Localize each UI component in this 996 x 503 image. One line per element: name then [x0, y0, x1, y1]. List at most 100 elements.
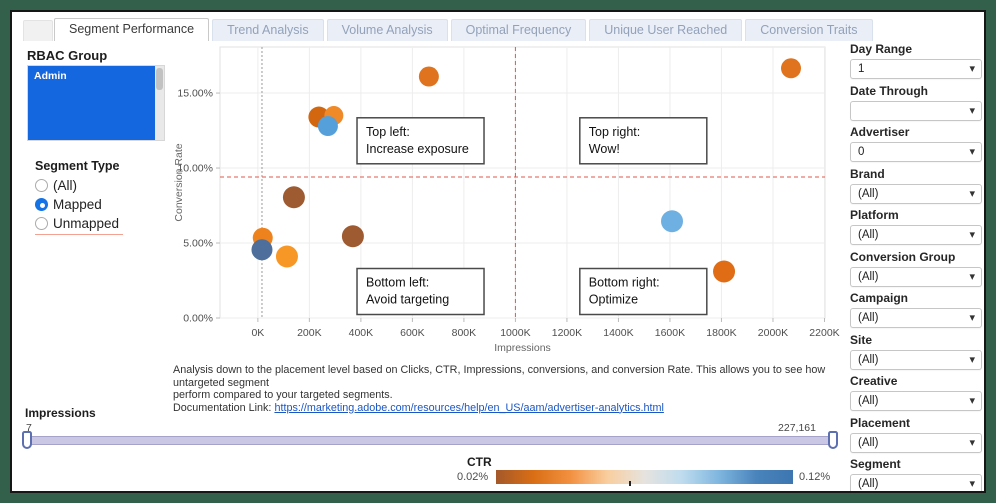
rbac-group-list: Admin	[27, 65, 165, 141]
scatter-point[interactable]	[341, 225, 364, 248]
ctr-gradient-bar	[496, 470, 793, 484]
annotation-text: Top right:	[589, 125, 640, 139]
filter-group-conversion-group: Conversion Group (All)	[850, 250, 982, 287]
tab-optimal-frequency[interactable]: Optimal Frequency	[450, 19, 587, 41]
caption-line-2: perform compared to your targeted segmen…	[173, 389, 393, 401]
scatter-point[interactable]	[251, 239, 273, 261]
annotation-text: Increase exposure	[366, 142, 469, 156]
filter-group-campaign: Campaign (All)	[850, 291, 982, 328]
scatter-point[interactable]	[418, 66, 439, 87]
rbac-scrollbar[interactable]	[155, 66, 164, 140]
scatter-point[interactable]	[713, 260, 736, 283]
x-axis-title: Impressions	[494, 342, 551, 354]
filter-select-conversion-group[interactable]: (All)	[850, 266, 982, 287]
filter-label: Brand	[850, 166, 885, 181]
y-axis-title: Conversion Rate	[173, 143, 185, 221]
filter-label: Conversion Group	[850, 249, 956, 264]
annotation-text: Optimize	[589, 293, 638, 307]
radio-option-all[interactable]: (All)	[35, 176, 119, 194]
annotation-text: Bottom left:	[366, 276, 429, 290]
x-tick-label: 1400K	[603, 327, 633, 339]
impressions-slider-handle-right[interactable]	[828, 431, 838, 449]
radio-label: (All)	[53, 177, 77, 193]
tab-trend-analysis[interactable]: Trend Analysis	[212, 19, 324, 41]
filter-label: Campaign	[850, 291, 909, 305]
filter-select-placement[interactable]: (All)	[850, 432, 982, 453]
impressions-slider-label: Impressions	[25, 406, 96, 420]
impressions-slider-handle-left[interactable]	[22, 431, 32, 449]
tab-unique-user-reached[interactable]: Unique User Reached	[589, 19, 743, 41]
y-tick-label: 5.00%	[183, 238, 213, 250]
filter-select-segment[interactable]: (All)	[850, 474, 982, 491]
chart-caption: Analysis down to the placement level bas…	[173, 364, 838, 414]
x-tick-label: 1800K	[706, 327, 736, 339]
tab-segment-performance[interactable]: Segment Performance	[54, 18, 210, 41]
filter-label: Date Through	[850, 83, 928, 98]
plot-area	[219, 46, 826, 319]
rbac-group-title: RBAC Group	[27, 48, 108, 63]
filter-group-segment: Segment (All)	[850, 457, 982, 491]
annotation-box-top-right	[579, 117, 708, 165]
filter-select-campaign[interactable]: (All)	[850, 308, 982, 328]
filter-select-advertiser[interactable]: 0	[850, 142, 982, 162]
radio-icon[interactable]	[35, 178, 48, 192]
filter-select-day-range[interactable]: 1	[850, 59, 982, 79]
filter-label: Day Range	[850, 42, 913, 56]
annotation-box-bottom-right	[579, 267, 708, 316]
scatter-point[interactable]	[661, 210, 684, 233]
annotation-text: Bottom right:	[589, 276, 660, 290]
x-tick-label: 200K	[297, 327, 322, 339]
filter-select-brand[interactable]: (All)	[850, 183, 982, 204]
tab-volume-analysis[interactable]: Volume Analysis	[326, 19, 448, 41]
filter-label: Creative	[850, 374, 898, 388]
x-tick-label: 1600K	[655, 327, 685, 339]
impressions-slider-track[interactable]	[25, 436, 838, 445]
ctr-gradient-center-tick	[629, 481, 631, 486]
rbac-item-admin[interactable]: Admin	[34, 70, 67, 82]
scatter-point[interactable]	[781, 58, 802, 79]
filter-label: Site	[850, 332, 873, 347]
filter-group-brand: Brand (All)	[850, 167, 982, 204]
x-tick-label: 600K	[400, 327, 425, 339]
documentation-link[interactable]: https://marketing.adobe.com/resources/he…	[274, 401, 664, 414]
x-tick-label: 2200K	[809, 327, 839, 339]
filter-group-day-range: Day Range 1	[850, 42, 982, 79]
ctr-legend-max-label: 0.12%	[799, 471, 831, 483]
x-tick-label: 1200K	[552, 327, 582, 339]
filter-group-creative: Creative (All)	[850, 374, 982, 411]
filter-group-site: Site (All)	[850, 333, 982, 370]
x-tick-label: 800K	[452, 327, 477, 339]
filter-label: Advertiser	[850, 125, 910, 139]
caption-line-3: Documentation Link: https://marketing.ad…	[173, 402, 838, 415]
filter-select-platform[interactable]: (All)	[850, 225, 982, 245]
tab-conversion-traits[interactable]: Conversion Traits	[745, 19, 873, 41]
documentation-link-prefix: Documentation Link:	[173, 401, 275, 414]
radio-option-mapped[interactable]: Mapped	[35, 195, 119, 213]
filter-select-date-through[interactable]	[850, 100, 982, 121]
scatter-point[interactable]	[317, 116, 338, 137]
x-tick-label: 2000K	[758, 327, 788, 339]
annotation-text: Top left:	[366, 125, 410, 139]
x-tick-label: 400K	[349, 327, 374, 339]
radio-option-unmapped[interactable]: Unmapped	[35, 214, 119, 232]
rbac-scrollbar-thumb[interactable]	[156, 68, 163, 90]
y-tick-label: 15.00%	[177, 88, 213, 100]
ctr-legend-title: CTR	[467, 455, 492, 469]
filter-label: Platform	[850, 208, 899, 222]
tab-bar: Segment Performance Trend Analysis Volume …	[23, 18, 876, 41]
filter-select-creative[interactable]: (All)	[850, 391, 982, 411]
radio-label: Unmapped	[53, 215, 120, 231]
segment-type-underline	[35, 234, 123, 235]
scatter-point[interactable]	[282, 186, 305, 209]
radio-label: Mapped	[53, 196, 102, 212]
y-tick-label: 0.00%	[183, 313, 213, 325]
segment-type-radio-group: (All) Mapped Unmapped	[35, 176, 119, 233]
scatter-point[interactable]	[275, 245, 298, 268]
tab-stub	[23, 20, 53, 41]
filter-select-site[interactable]: (All)	[850, 349, 982, 370]
radio-icon[interactable]	[35, 197, 48, 211]
annotation-box-top-left	[356, 117, 485, 165]
filter-group-date-through: Date Through	[850, 84, 982, 121]
annotation-text: Wow!	[589, 142, 620, 156]
radio-icon[interactable]	[35, 216, 48, 230]
